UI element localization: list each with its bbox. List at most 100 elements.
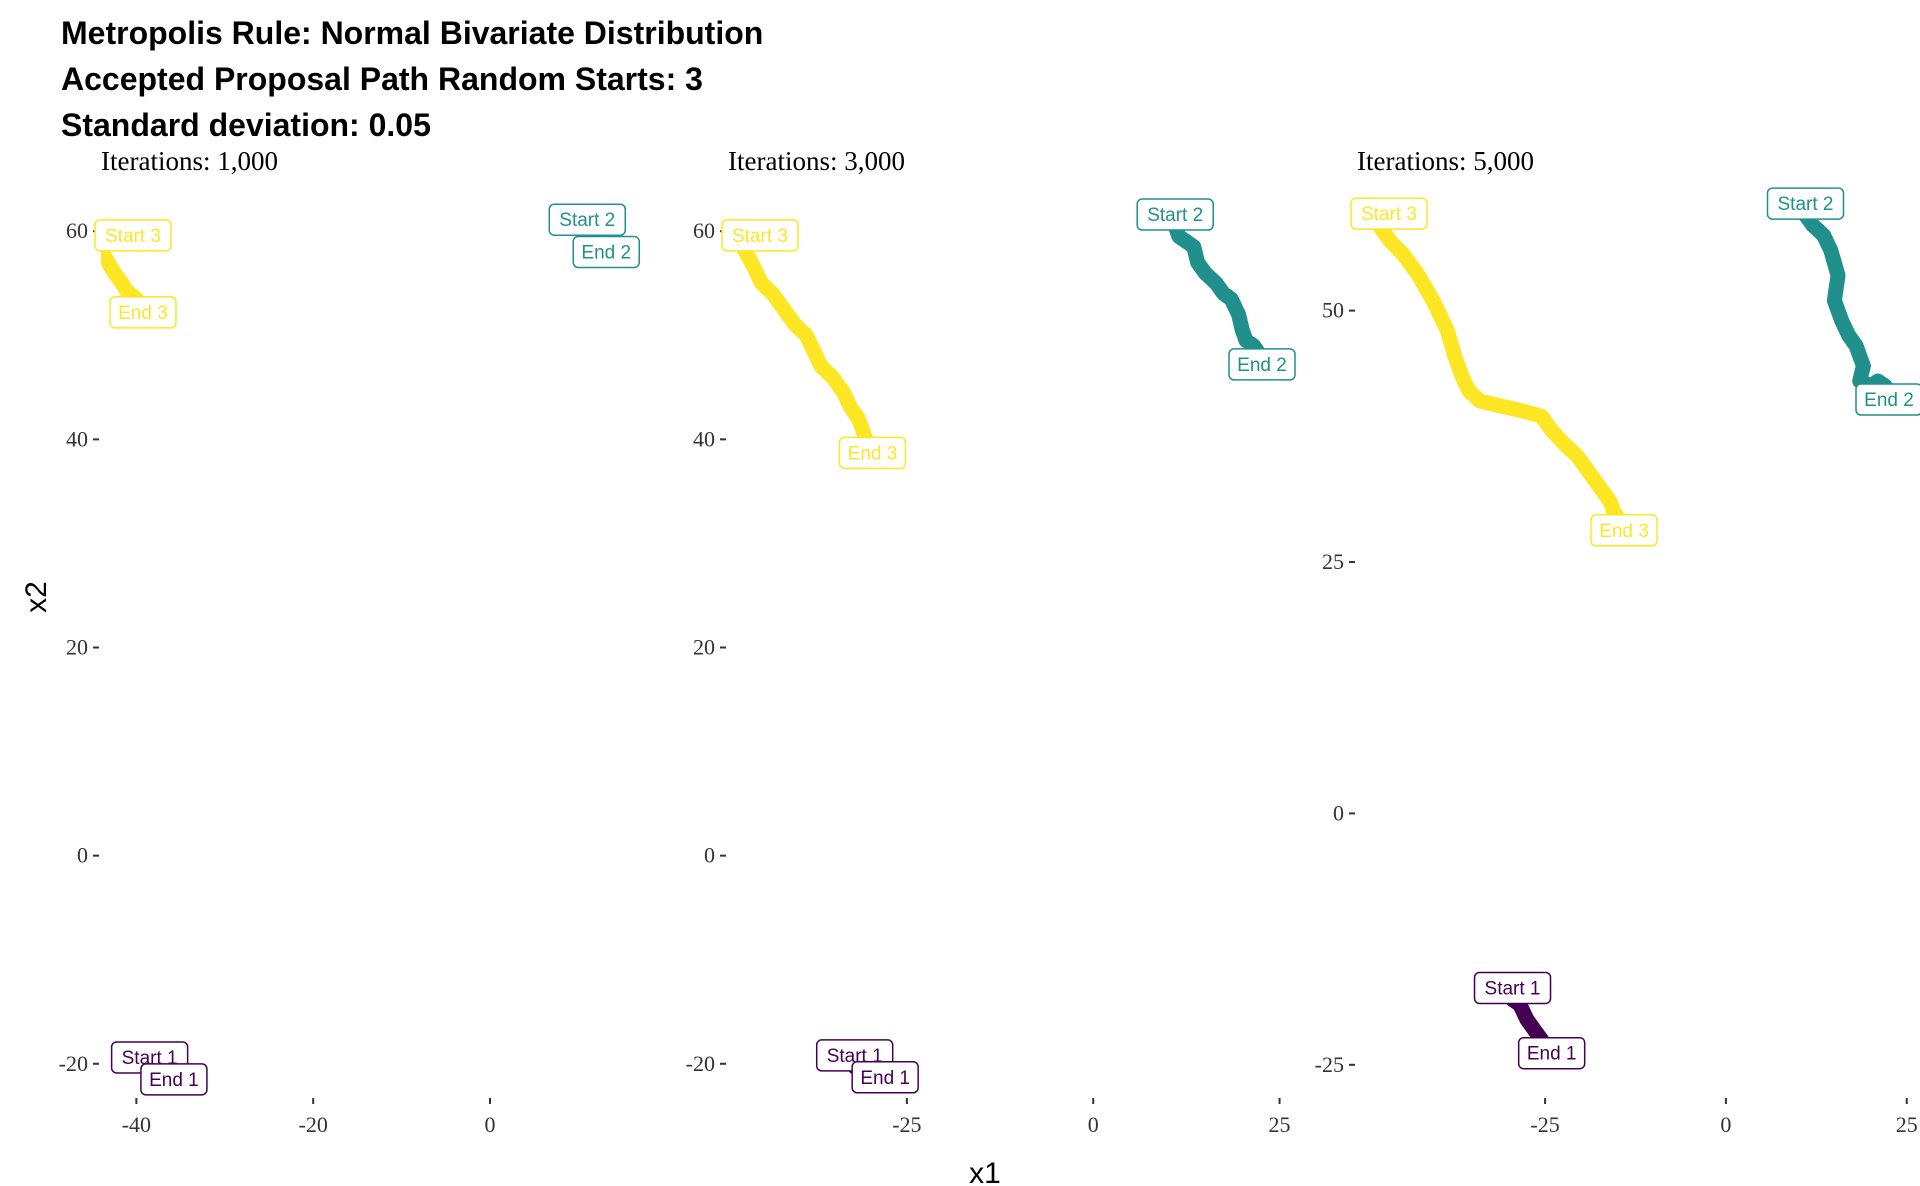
label-text: End 2 [581, 243, 631, 264]
label-box [548, 203, 627, 236]
panel-1: Iterations: 1,000 -20 0 20 40 60 -40 -20 0 Start … [59, 146, 640, 1137]
chain-3-point [1472, 394, 1487, 409]
label-box [1228, 348, 1296, 381]
panel-3: Iterations: 5,000 -25 0 25 50 -25 0 25 Start 1 En… [1315, 146, 1920, 1137]
chain-3-point [754, 276, 769, 291]
x-tick-label: 25 [1269, 1112, 1291, 1137]
y-tick-label: 20 [66, 635, 88, 660]
label-end-1: End 1 [1517, 1036, 1586, 1070]
chain-2-point [1224, 291, 1239, 306]
panel-labels: Start 1 End 1 Start 2 End 2 Start 3 End 3 [1350, 187, 1920, 1070]
chain-3-point [1534, 409, 1549, 424]
panel-title: Iterations: 3,000 [728, 146, 905, 176]
label-start-2: Start 2 [1136, 198, 1214, 231]
label-text: End 1 [149, 1070, 199, 1091]
label-text: End 2 [1237, 355, 1287, 376]
chain-3-point [1447, 348, 1462, 363]
label-end-1: End 1 [140, 1063, 208, 1096]
chain-2-point [1805, 218, 1820, 233]
label-text: End 1 [1527, 1044, 1577, 1065]
chain-3-point [1592, 479, 1607, 494]
chain-3-point [1570, 449, 1585, 464]
label-start-1: Start 1 [1473, 971, 1552, 1005]
label-start-3: Start 3 [94, 219, 172, 252]
label-text: Start 2 [1778, 194, 1834, 215]
chain-3-point [1425, 293, 1440, 308]
x-tick-label: -25 [892, 1112, 921, 1137]
x-tick-label: -25 [1530, 1112, 1559, 1137]
chain-2-point [1841, 328, 1856, 343]
chain-3-point [843, 401, 858, 416]
label-text: Start 2 [1147, 205, 1203, 226]
label-end-2: End 2 [1228, 348, 1296, 381]
label-start-3: Start 3 [721, 219, 799, 252]
label-end-3: End 3 [1590, 514, 1658, 547]
label-text: Start 3 [1361, 204, 1417, 225]
chain-2-point [1823, 243, 1838, 258]
label-start-3: Start 3 [1350, 197, 1428, 230]
y-tick-label: 40 [66, 426, 88, 451]
chain-3-point [776, 302, 791, 317]
chain-3-point [1411, 268, 1426, 283]
label-box [140, 1063, 208, 1096]
x-tick-label: 0 [1720, 1112, 1731, 1137]
chain-3-point [814, 359, 829, 374]
y-tick-label: 0 [704, 843, 715, 868]
y-tick-label: -25 [1315, 1052, 1344, 1077]
chain-3-point [806, 343, 821, 358]
chart-title-line-3: Standard deviation: 0.05 [61, 107, 431, 143]
label-box [94, 219, 172, 252]
chain-3-path [1371, 217, 1625, 525]
chain-2-point [1231, 307, 1246, 322]
label-end-2: End 2 [1855, 383, 1920, 416]
y-tick-label: 0 [1333, 800, 1344, 825]
x-tick-label: 0 [485, 1112, 496, 1137]
label-text: End 1 [860, 1068, 910, 1089]
x-tick-label: -20 [299, 1112, 328, 1137]
y-tick-label: 40 [693, 426, 715, 451]
y-tick-label: 0 [77, 843, 88, 868]
chain-3-point [1545, 424, 1560, 439]
chain-3-point [1462, 384, 1477, 399]
label-box [851, 1061, 919, 1094]
label-box [721, 219, 799, 252]
chain-3-point [1440, 323, 1455, 338]
chain-2-point [1856, 358, 1871, 373]
label-text: Start 1 [1485, 978, 1541, 999]
chain-2-point [1827, 293, 1842, 308]
y-axis-label: x2 [20, 581, 53, 613]
label-box [1855, 383, 1920, 416]
chain-3-point [1494, 399, 1509, 414]
chain-3-point [1454, 368, 1469, 383]
chain-3-point [836, 385, 851, 400]
label-box [838, 436, 907, 470]
chain-3-point [1397, 248, 1412, 263]
y-tick-label: 20 [693, 635, 715, 660]
label-box [1350, 197, 1428, 230]
panel-data [735, 218, 1265, 1078]
label-box [1517, 1036, 1586, 1070]
chain-2-point [1834, 313, 1849, 328]
y-tick-label: -20 [686, 1051, 715, 1076]
chain-3-point [1581, 464, 1596, 479]
panel-title: Iterations: 5,000 [1357, 146, 1534, 176]
chain-2-point [1831, 268, 1846, 283]
x-tick-label: -40 [122, 1112, 151, 1137]
y-tick-label: -20 [59, 1051, 88, 1076]
label-box [109, 296, 177, 329]
chain-1-point [1519, 1012, 1534, 1027]
panel-data [101, 223, 608, 1077]
chain-3-point [1382, 233, 1397, 248]
chain-2-point [1186, 239, 1201, 254]
label-end-3: End 3 [109, 296, 177, 329]
chain-2-point [1190, 255, 1205, 270]
label-box [1136, 198, 1214, 231]
chain-3-point [799, 328, 814, 343]
label-text: Start 3 [732, 226, 788, 247]
chart-title-line-2: Accepted Proposal Path Random Starts: 3 [61, 61, 703, 97]
chain-3-point [788, 317, 803, 332]
y-tick-label: 60 [693, 218, 715, 243]
